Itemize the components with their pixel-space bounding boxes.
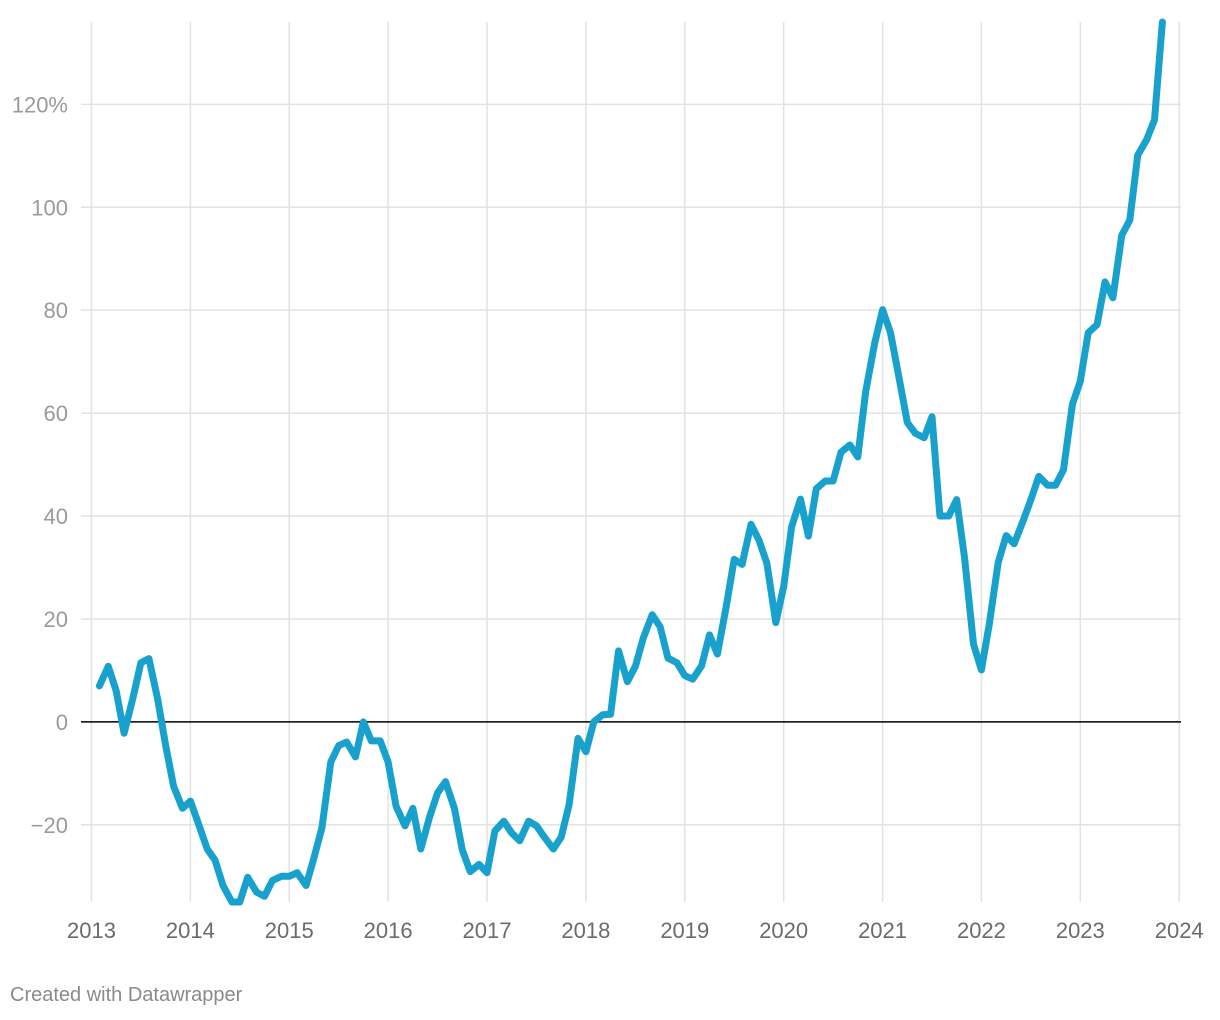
y-tick-label-100: 100 [31, 195, 68, 220]
x-tick-label-2024: 2024 [1155, 918, 1204, 943]
series-layer [95, 18, 1166, 906]
x-gridlines [90, 22, 1180, 902]
x-tick-label-2022: 2022 [957, 918, 1006, 943]
y-tick-label-20: 20 [44, 607, 68, 632]
datawrapper-credit: Created with Datawrapper [10, 984, 243, 1006]
x-tick-label-2013: 2013 [67, 918, 116, 943]
y-axis-labels: −20 0 20 40 60 80 100 120% [12, 92, 68, 837]
x-axis-labels: 2013 2014 2015 2016 2017 2018 2019 2020 2021 2022… [67, 918, 1204, 943]
y-tick-label-0: 0 [56, 710, 68, 735]
y-tick-label-120: 120% [12, 92, 68, 117]
x-tick-label-2023: 2023 [1056, 918, 1105, 943]
series-line-0 [95, 18, 1166, 906]
y-gridlines [81, 103, 1181, 826]
x-tick-label-2019: 2019 [660, 918, 709, 943]
x-tick-label-2018: 2018 [561, 918, 610, 943]
x-tick-label-2021: 2021 [858, 918, 907, 943]
y-tick-label-40: 40 [44, 504, 68, 529]
x-tick-label-2014: 2014 [166, 918, 215, 943]
x-tick-label-2015: 2015 [265, 918, 314, 943]
x-tick-label-2016: 2016 [364, 918, 413, 943]
x-tick-label-2017: 2017 [463, 918, 512, 943]
y-tick-label-80: 80 [44, 298, 68, 323]
y-tick-label-60: 60 [44, 401, 68, 426]
x-tick-label-2020: 2020 [759, 918, 808, 943]
y-tick-label--20: −20 [31, 813, 68, 838]
